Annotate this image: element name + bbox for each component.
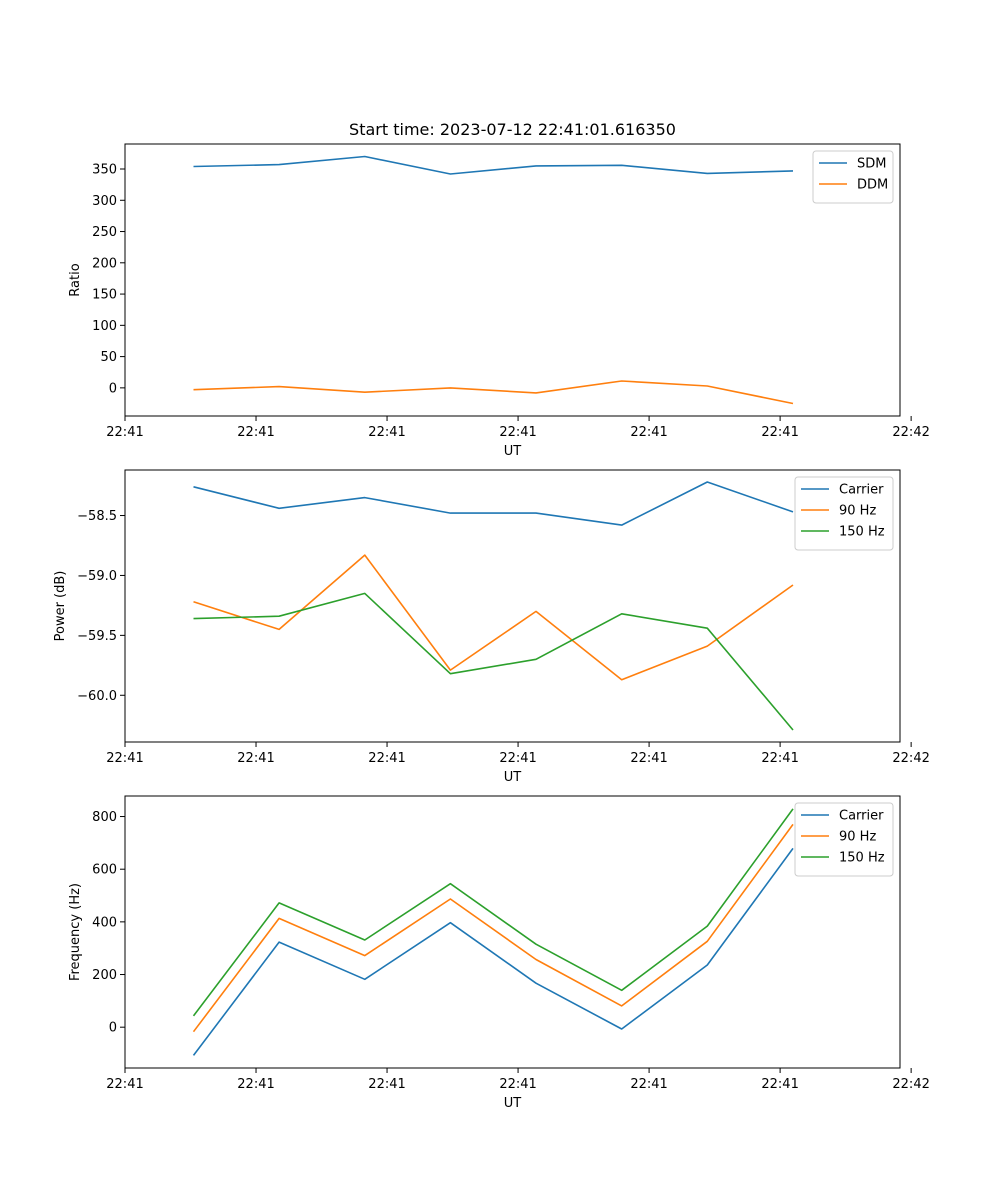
x-tick-label: 22:42 (892, 425, 929, 440)
y-tick-label: 0 (109, 381, 117, 396)
x-tick-label: 22:41 (499, 1077, 536, 1092)
legend-label: Carrier (839, 809, 884, 824)
x-axis-label: UT (504, 444, 522, 459)
y-tick-label: 200 (92, 968, 117, 983)
x-tick-label: 22:41 (106, 751, 143, 766)
y-tick-label: 200 (92, 256, 117, 271)
chart-panel-1: Start time: 2023-07-12 22:41:01.616350 0 5… (68, 120, 930, 459)
y-tick-label: −59.0 (77, 569, 117, 584)
plot-frame (124, 143, 901, 417)
x-tick-label: 22:41 (237, 751, 274, 766)
y-tick-label: −58.5 (77, 509, 117, 524)
x-tick-label: 22:41 (761, 425, 798, 440)
x-tick-label: 22:41 (368, 425, 405, 440)
legend: Carrier 90 Hz 150 Hz (794, 476, 894, 551)
y-tick-label: 300 (92, 194, 117, 209)
y-tick-label: 50 (100, 350, 117, 365)
legend-label: 150 Hz (839, 851, 885, 866)
y-axis-label: Frequency (Hz) (68, 883, 83, 981)
x-axis-label: UT (504, 770, 522, 785)
plot-frame (124, 795, 901, 1069)
legend-label: DDM (857, 178, 888, 193)
x-tick-label: 22:41 (237, 1077, 274, 1092)
legend: Carrier 90 Hz 150 Hz (794, 802, 894, 877)
legend-label: 90 Hz (839, 504, 876, 519)
legend-label: SDM (857, 157, 886, 172)
x-tick-label: 22:41 (237, 425, 274, 440)
x-tick-label: 22:41 (630, 751, 667, 766)
x-tick-label: 22:41 (368, 1077, 405, 1092)
chart-title: Start time: 2023-07-12 22:41:01.616350 (349, 120, 676, 139)
x-tick-label: 22:41 (630, 425, 667, 440)
y-tick-label: 400 (92, 915, 117, 930)
series-line-carrier (193, 481, 794, 526)
series-line-90-hz (193, 554, 794, 681)
series-line-90-hz (192, 823, 794, 1033)
x-axis-label: UT (504, 1096, 522, 1111)
y-tick-label: −60.0 (77, 689, 117, 704)
y-tick-label: 800 (92, 810, 117, 825)
x-tick-label: 22:41 (761, 1077, 798, 1092)
legend: SDM DDM (812, 150, 894, 204)
series-line-ddm (193, 380, 794, 405)
y-tick-label: 100 (92, 319, 117, 334)
series-line-carrier (192, 847, 794, 1056)
y-tick-label: 600 (92, 863, 117, 878)
x-tick-label: 22:42 (892, 1077, 929, 1092)
series-line-150-hz (192, 808, 794, 1017)
x-tick-label: 22:41 (499, 751, 536, 766)
chart-panel-2: −60.0 −59.5 −59.0 −58.5 22:41 22:41 22:41 22:41… (53, 469, 930, 785)
x-tick-label: 22:41 (368, 751, 405, 766)
x-tick-label: 22:41 (106, 425, 143, 440)
y-tick-label: 150 (92, 288, 117, 303)
x-tick-label: 22:41 (761, 751, 798, 766)
legend-label: Carrier (839, 483, 884, 498)
chart-panel-3: 0 200 400 600 800 22:41 22:41 22:41 22:41 22:41 22… (68, 795, 930, 1111)
y-tick-label: −59.5 (77, 629, 117, 644)
x-tick-label: 22:41 (630, 1077, 667, 1092)
plot-frame (124, 469, 901, 743)
legend-label: 150 Hz (839, 525, 885, 540)
y-axis-label: Ratio (68, 263, 83, 296)
y-tick-label: 250 (92, 225, 117, 240)
y-tick-label: 0 (109, 1021, 117, 1036)
y-tick-label: 350 (92, 163, 117, 178)
x-tick-label: 22:41 (106, 1077, 143, 1092)
legend-label: 90 Hz (839, 830, 876, 845)
legend-box (812, 150, 894, 204)
y-axis-label: Power (dB) (53, 571, 68, 642)
series-line-150-hz (193, 592, 794, 731)
x-tick-label: 22:42 (892, 751, 929, 766)
series-line-sdm (193, 155, 794, 175)
x-tick-label: 22:41 (499, 425, 536, 440)
